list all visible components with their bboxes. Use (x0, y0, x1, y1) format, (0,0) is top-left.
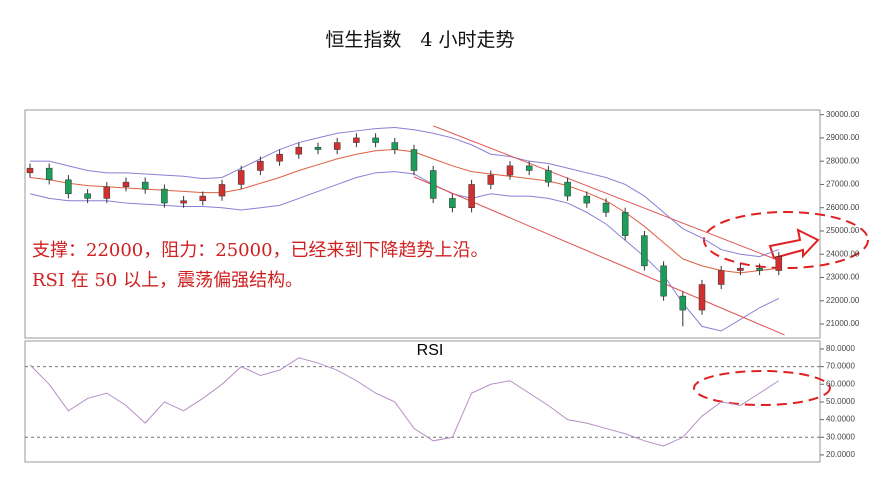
candle-body (775, 256, 783, 271)
candle-body (756, 267, 763, 271)
y-tick-label: 24000.00 (826, 249, 860, 258)
candle-body (449, 198, 456, 208)
y-tick-label: 70.0000 (826, 362, 855, 371)
candle-body (180, 200, 187, 204)
candle-body (621, 212, 629, 236)
trend-line (413, 176, 785, 336)
candle-body (410, 149, 418, 171)
candle-body (372, 137, 379, 143)
candle-body (122, 181, 130, 188)
candle-body (545, 170, 552, 183)
candle-body (314, 146, 322, 150)
annotation: RSI 在 50 以上，震荡偏强结构。 (32, 270, 303, 291)
y-tick-label: 60.0000 (826, 379, 855, 388)
candle-body (65, 179, 72, 195)
candle-body (237, 170, 245, 185)
rsi-title: RSI (417, 342, 444, 359)
trend-line (433, 125, 779, 261)
candle-body (353, 137, 360, 143)
candle-body (84, 193, 91, 199)
candle-body (276, 153, 283, 162)
candle-body (257, 160, 264, 171)
y-tick-label: 23000.00 (826, 273, 860, 282)
candle-body (525, 165, 533, 171)
chart-title: 恒生指数 4 小时走势 (325, 29, 514, 51)
candle-body (506, 165, 514, 176)
candle-body (218, 184, 226, 197)
candle-body (391, 142, 399, 150)
y-tick-label: 25000.00 (826, 226, 860, 235)
y-tick-label: 30.0000 (826, 432, 855, 441)
candle-body (295, 146, 303, 155)
arrow (768, 228, 820, 260)
candle-body (199, 195, 207, 201)
highlight-ellipse (693, 370, 831, 406)
candle-body (45, 167, 53, 181)
annotation: 支撑：22000，阻力：25000，已经来到下降趋势上沿。 (32, 240, 489, 261)
candle-body (602, 202, 610, 213)
y-tick-label: 29000.00 (826, 133, 860, 142)
candle-body (717, 270, 725, 285)
y-tick-label: 50.0000 (826, 397, 855, 406)
candle-body (26, 167, 34, 174)
candle-body (698, 284, 706, 311)
y-tick-label: 30000.00 (826, 110, 860, 119)
y-tick-label: 40.0000 (826, 415, 855, 424)
band-line (29, 171, 780, 332)
y-tick-label: 28000.00 (826, 156, 860, 165)
highlight-ellipse (703, 211, 869, 269)
candle-body (679, 295, 687, 311)
y-tick-label: 20.0000 (826, 450, 855, 459)
band-line (30, 126, 779, 258)
candle-body (737, 267, 744, 271)
y-tick-label: 21000.00 (826, 319, 860, 328)
candle-body (141, 181, 149, 190)
candle-body (660, 265, 667, 297)
candle-body (564, 181, 571, 197)
rsi-line (29, 357, 780, 447)
candle-body (429, 170, 437, 199)
candle-body (103, 186, 111, 199)
candle-body (487, 174, 495, 185)
candle-body (583, 195, 591, 204)
candle-body (641, 235, 648, 267)
rsi-panel (24, 340, 821, 463)
candle-body (333, 142, 341, 150)
price-panel (24, 109, 821, 339)
y-tick-label: 26000.00 (826, 203, 860, 212)
candle-body (161, 188, 168, 204)
y-tick-label: 22000.00 (826, 296, 860, 305)
y-tick-label: 80.0000 (826, 344, 855, 353)
band-line (29, 149, 779, 274)
candle-body (468, 184, 475, 208)
y-tick-label: 27000.00 (826, 180, 860, 189)
